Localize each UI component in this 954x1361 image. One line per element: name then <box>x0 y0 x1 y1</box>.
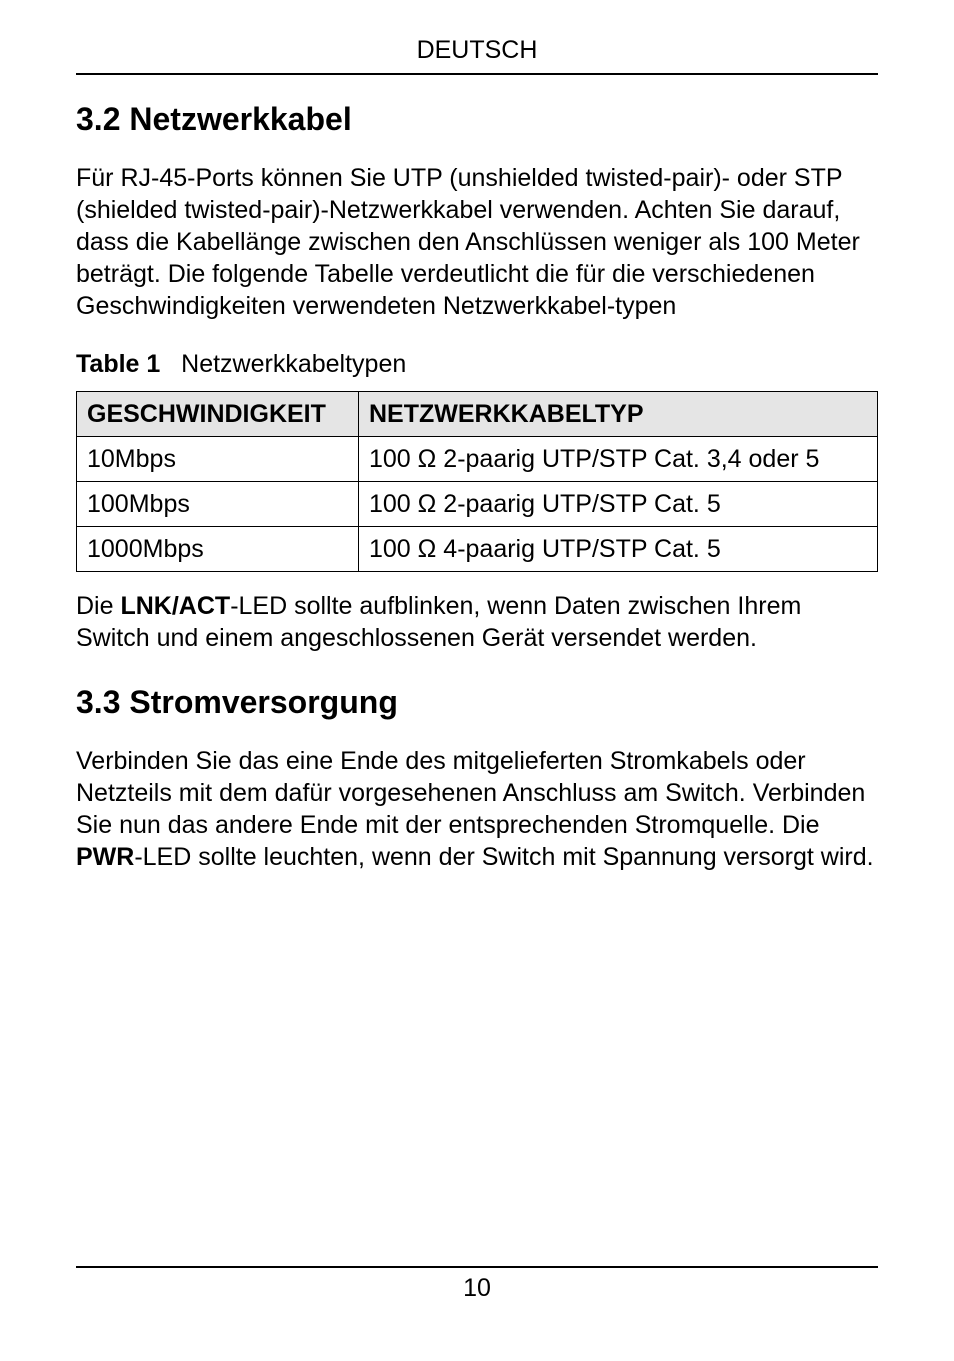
table-row: 1000Mbps 100 Ω 4-paarig UTP/STP Cat. 5 <box>77 527 878 572</box>
table-row: 10Mbps 100 Ω 2-paarig UTP/STP Cat. 3,4 o… <box>77 437 878 482</box>
table-header-speed: GESCHWINDIGKEIT <box>77 392 359 437</box>
table-row: 100Mbps 100 Ω 2-paarig UTP/STP Cat. 5 <box>77 482 878 527</box>
cable-types-table: GESCHWINDIGKEIT NETZWERKKABELTYP 10Mbps … <box>76 391 878 572</box>
note-prefix: Die <box>76 592 120 620</box>
section-3-2-paragraph: Für RJ-45-Ports können Sie UTP (unshield… <box>76 162 878 322</box>
section-3-2-heading: 3.2 Netzwerkkabel <box>76 101 878 138</box>
table-caption-text: Netzwerkkabeltypen <box>181 350 406 378</box>
para-suffix: -LED sollte leuchten, wenn der Switch mi… <box>134 843 873 871</box>
table-cell-speed: 100Mbps <box>77 482 359 527</box>
table-header-cabletype: NETZWERKKABELTYP <box>359 392 878 437</box>
page-number: 10 <box>463 1274 491 1302</box>
section-3-3-heading: 3.3 Stromversorgung <box>76 684 878 721</box>
page-footer: 10 <box>76 1266 878 1303</box>
language-label: DEUTSCH <box>417 36 538 64</box>
table-cell-speed: 10Mbps <box>77 437 359 482</box>
lnk-act-note: Die LNK/ACT-LED sollte aufblinken, wenn … <box>76 590 878 654</box>
table-cell-type: 100 Ω 4-paarig UTP/STP Cat. 5 <box>359 527 878 572</box>
para-bold: PWR <box>76 843 134 871</box>
page-header: DEUTSCH <box>76 36 878 75</box>
note-bold: LNK/ACT <box>120 592 230 620</box>
para-prefix: Verbinden Sie das eine Ende des mitgelie… <box>76 747 865 839</box>
table-cell-type: 100 Ω 2-paarig UTP/STP Cat. 3,4 oder 5 <box>359 437 878 482</box>
table-header-row: GESCHWINDIGKEIT NETZWERKKABELTYP <box>77 392 878 437</box>
section-3-3-paragraph: Verbinden Sie das eine Ende des mitgelie… <box>76 745 878 873</box>
table-caption-label: Table 1 <box>76 350 160 378</box>
table-cell-speed: 1000Mbps <box>77 527 359 572</box>
table-cell-type: 100 Ω 2-paarig UTP/STP Cat. 5 <box>359 482 878 527</box>
table-caption: Table 1 Netzwerkkabeltypen <box>76 350 878 379</box>
